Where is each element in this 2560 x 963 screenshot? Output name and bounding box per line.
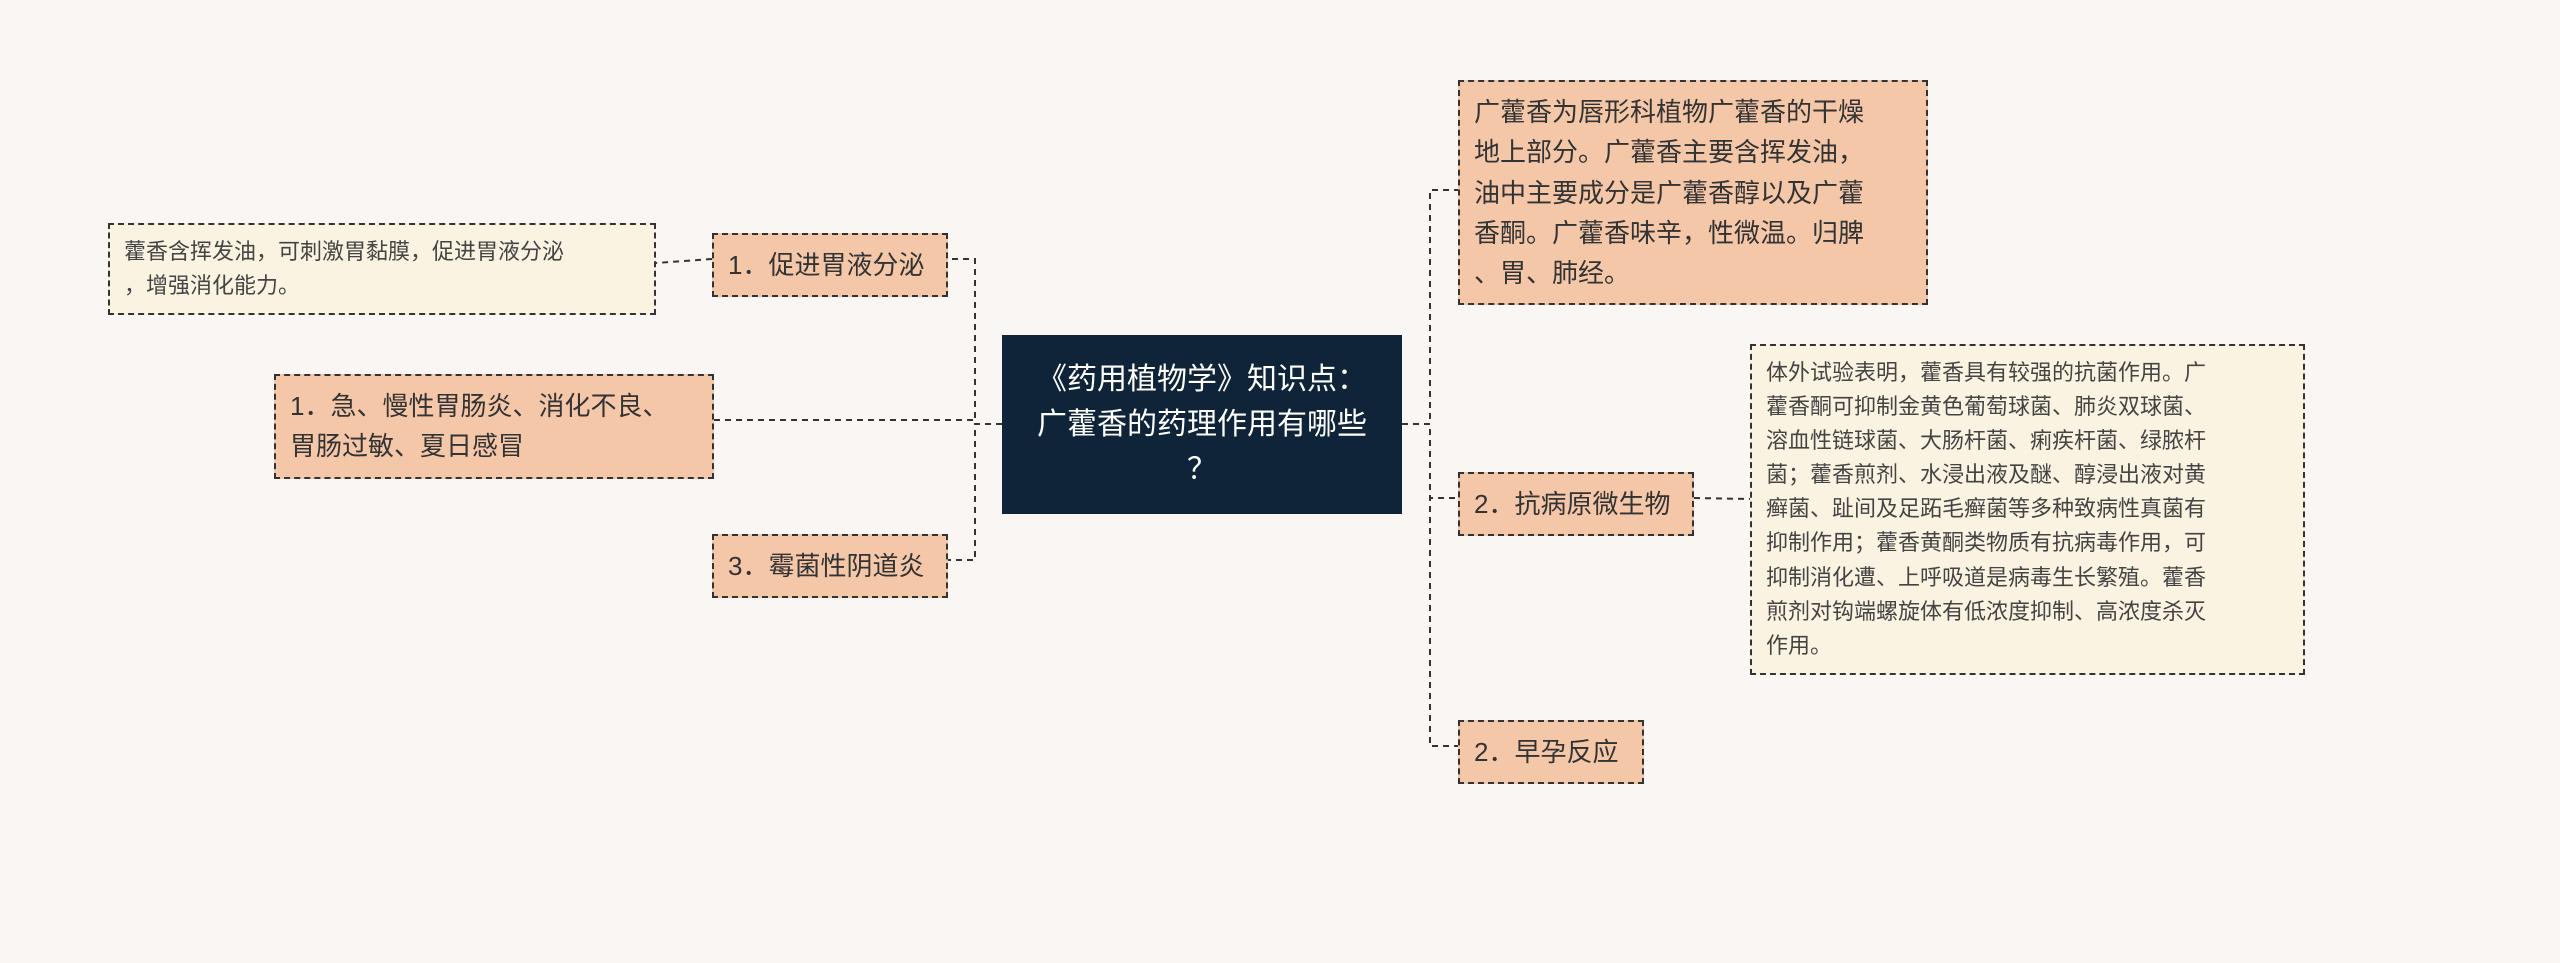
node-r3: 2．早孕反应 bbox=[1458, 720, 1644, 784]
node-l3: 3．霉菌性阴道炎 bbox=[712, 534, 948, 598]
node-r2d: 体外试验表明，藿香具有较强的抗菌作用。广藿香酮可抑制金黄色葡萄球菌、肺炎双球菌、… bbox=[1750, 344, 2305, 675]
node-r2: 2．抗病原微生物 bbox=[1458, 472, 1694, 536]
node-l2: 1．急、慢性胃肠炎、消化不良、胃肠过敏、夏日感冒 bbox=[274, 374, 714, 479]
node-l1: 1．促进胃液分泌 bbox=[712, 233, 948, 297]
node-l1d: 藿香含挥发油，可刺激胃黏膜，促进胃液分泌，增强消化能力。 bbox=[108, 223, 656, 315]
center-node: 《药用植物学》知识点：广藿香的药理作用有哪些？ bbox=[1002, 335, 1402, 514]
node-r1: 广藿香为唇形科植物广藿香的干燥地上部分。广藿香主要含挥发油，油中主要成分是广藿香… bbox=[1458, 80, 1928, 305]
